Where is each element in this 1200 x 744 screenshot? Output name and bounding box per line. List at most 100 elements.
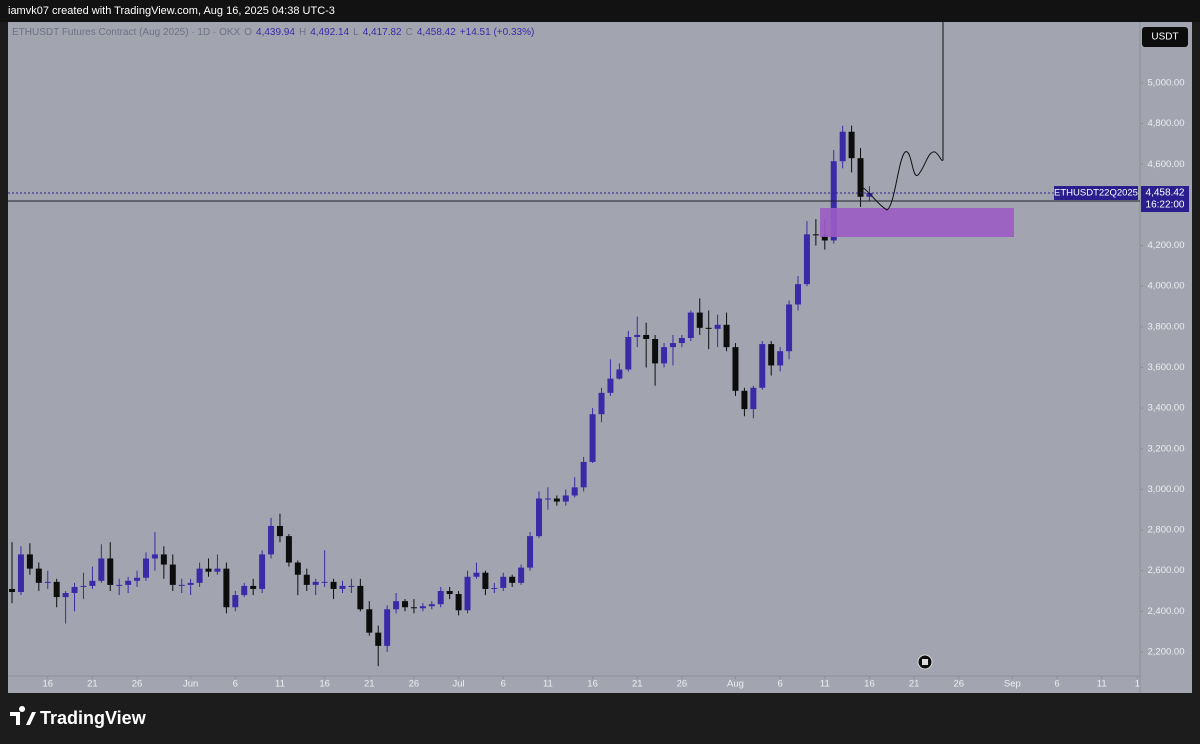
candle-body: [437, 590, 444, 605]
path-drawing: [861, 22, 944, 211]
currency-button[interactable]: [1142, 27, 1188, 47]
candle-body: [795, 284, 802, 305]
y-tick-label: 2,800.00: [1148, 525, 1185, 536]
candle-body: [544, 498, 551, 500]
candle-body: [285, 536, 292, 563]
legend-high: 4,492.14: [310, 27, 350, 38]
x-tick-label: 21: [364, 679, 375, 690]
y-tick-label: 2,200.00: [1148, 646, 1185, 657]
x-tick-label: Jun: [183, 679, 198, 690]
y-tick-label: 2,400.00: [1148, 606, 1185, 617]
candle-body: [169, 564, 176, 585]
candle-body: [241, 585, 248, 596]
legend-close: 4,458.42: [416, 27, 456, 38]
y-tick-label: 3,600.00: [1148, 362, 1185, 373]
candle-body: [723, 324, 730, 348]
candle-body: [464, 576, 471, 611]
candle-body: [589, 414, 596, 462]
x-tick-label: 16: [42, 679, 53, 690]
logo-mark: [10, 706, 36, 725]
plot-area: 2,200.00 2,400.00 2,600.00 2,800.00 3,000.00…: [8, 77, 1185, 690]
candle-body: [116, 584, 123, 586]
candle-body: [410, 607, 417, 609]
x-tick-label: 11: [543, 679, 553, 690]
candle-body: [26, 554, 33, 569]
candle-body: [777, 351, 784, 366]
candle-body: [661, 347, 668, 364]
candle-body: [214, 568, 221, 572]
top-bar: [0, 0, 1200, 22]
y-tick-label: 3,800.00: [1148, 321, 1185, 332]
legend-symbol: ETHUSDT Futures Contract (Aug 2025) · 1D…: [12, 27, 241, 38]
x-tick-label: 16: [864, 679, 875, 690]
legend-open-label: O: [244, 27, 253, 38]
candle-body: [634, 334, 641, 337]
candle-body: [375, 632, 382, 646]
candle-body: [705, 327, 712, 329]
footer-brand: TradingView: [40, 708, 147, 728]
legend-high-label: H: [298, 27, 307, 38]
y-tick-label: 4,000.00: [1148, 281, 1185, 292]
candle-body: [312, 581, 319, 585]
candle-body: [786, 304, 793, 352]
candle-body: [607, 378, 614, 393]
candle-body: [134, 577, 141, 581]
x-tick-label: 26: [677, 679, 688, 690]
candle-body: [419, 606, 426, 609]
x-tick-label: 21: [632, 679, 643, 690]
legend-open: 4,439.94: [256, 27, 295, 38]
y-tick-label: 3,200.00: [1148, 443, 1185, 454]
candle-body: [812, 234, 819, 236]
candle-body: [455, 594, 462, 611]
candle-body: [205, 568, 212, 572]
candle-body: [402, 601, 409, 608]
y-tick-label: 4,800.00: [1148, 118, 1185, 129]
candle-body: [482, 572, 489, 589]
candle-body: [62, 593, 69, 598]
legend-close-label: C: [405, 27, 413, 38]
candle-body: [9, 588, 16, 593]
price-tag: ETHUSDT22Q2025 4,458.42 16:22:00: [1054, 186, 1189, 213]
x-tick-label: Sep: [1004, 679, 1021, 690]
candle-body: [250, 585, 257, 589]
candle-body: [294, 562, 301, 575]
price-tag-symbol-bg: [1054, 186, 1138, 201]
candle-body: [53, 581, 60, 598]
candle-body: [687, 312, 694, 338]
candle-body: [562, 495, 569, 502]
candle-body: [357, 585, 364, 610]
candle-body: [848, 131, 855, 159]
candle-body: [821, 235, 828, 241]
candle-body: [732, 347, 739, 391]
candle-body: [598, 392, 605, 415]
candle-body: [17, 554, 24, 593]
y-tick-label: 4,200.00: [1148, 240, 1185, 251]
candle-body: [393, 601, 400, 610]
price-tag-symbol: ETHUSDT22Q2025: [1054, 188, 1138, 199]
x-tick-label: 21: [909, 679, 920, 690]
candle-body: [178, 584, 185, 586]
candle-body: [616, 369, 623, 379]
candle-body: [339, 585, 346, 589]
candle-body: [321, 581, 328, 583]
header-text: iamvk07 created with TradingView.com, Au…: [8, 5, 335, 17]
currency-button-label[interactable]: USDT: [1151, 32, 1178, 43]
candle-body: [491, 587, 498, 589]
candle-body: [741, 390, 748, 410]
price-tag-bg: [1141, 186, 1189, 213]
x-tick-label: 6: [233, 679, 238, 690]
candle-body: [839, 131, 846, 162]
price-tag-countdown: 16:22:00: [1146, 200, 1185, 211]
candle-body: [98, 558, 105, 581]
candle-body: [276, 525, 283, 537]
x-tick-label: 16: [587, 679, 598, 690]
candle-body: [151, 554, 158, 559]
y-tick-label: 2,600.00: [1148, 565, 1185, 576]
candle-body: [866, 193, 873, 197]
candle-body: [223, 568, 230, 608]
candle-body: [142, 558, 149, 578]
candle-body: [187, 582, 194, 585]
zone-drawing: [820, 208, 1014, 237]
x-tick-label: 11: [1097, 679, 1107, 690]
